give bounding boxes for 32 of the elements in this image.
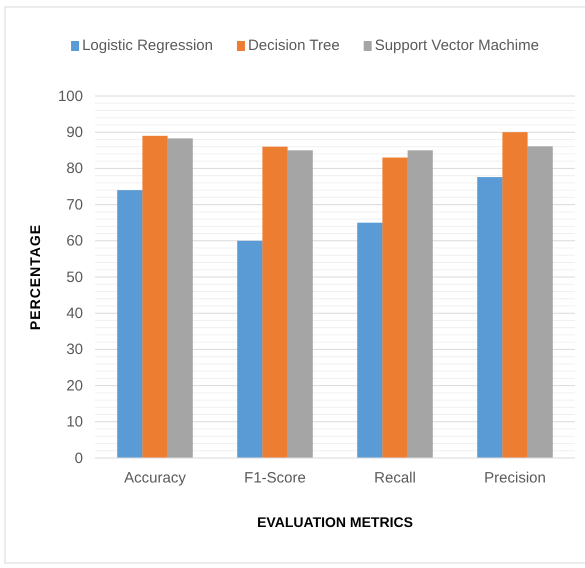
bar <box>168 138 193 458</box>
bar <box>382 158 408 458</box>
y-axis-title: PERCENTAGE <box>27 224 43 330</box>
y-tick-label: 60 <box>66 232 83 250</box>
legend-label: Support Vector Machime <box>374 37 539 54</box>
x-tick-label: Accuracy <box>124 470 186 487</box>
y-tick-label: 80 <box>66 160 83 178</box>
y-tick-label: 90 <box>66 124 83 141</box>
bar <box>357 222 382 458</box>
legend-label: Logistic Regression <box>82 37 213 54</box>
bar <box>142 136 168 458</box>
bar <box>117 190 142 458</box>
y-tick-label: 50 <box>66 268 83 286</box>
legend-label: Decision Tree <box>248 37 340 54</box>
bar <box>502 132 528 458</box>
y-tick-label: 100 <box>58 88 83 105</box>
x-tick-label: Recall <box>374 470 416 487</box>
y-tick-label: 70 <box>66 196 83 214</box>
y-tick-label: 0 <box>74 450 83 467</box>
x-tick-label: F1-Score <box>244 470 306 487</box>
x-tick-label: Precision <box>484 470 546 487</box>
y-tick-label: 10 <box>66 414 83 431</box>
x-axis-title: EVALUATION METRICS <box>257 514 413 530</box>
bar <box>288 150 313 458</box>
y-tick-label: 20 <box>66 377 83 394</box>
bar <box>477 177 502 458</box>
bar <box>262 146 288 458</box>
bar <box>408 150 433 458</box>
bar <box>528 146 553 458</box>
y-tick-label: 30 <box>66 341 83 358</box>
y-tick-label: 40 <box>66 305 83 322</box>
bar <box>237 240 262 458</box>
